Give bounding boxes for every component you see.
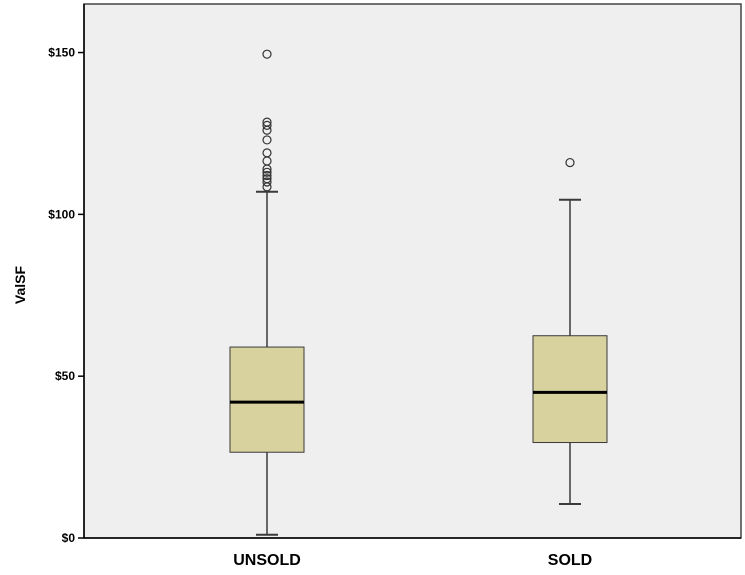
box-group-unsold [229,49,305,536]
x-category-label: SOLD [548,552,592,569]
outlier-point [262,120,272,130]
outlier-point [262,170,272,181]
x-category-label: UNSOLD [233,552,301,569]
y-ticks-layer: $0 $50 $100 $150 [48,46,84,545]
outlier-point [262,117,272,127]
box-group-sold [532,157,608,506]
x-labels-layer: UNSOLD SOLD [233,552,592,569]
boxes-layer [229,49,608,536]
outlier-point [262,174,272,184]
iqr-box [532,335,608,444]
outlier-point [262,177,272,187]
y-tick-label: $50 [55,369,75,383]
outlier-point [262,167,272,177]
y-axis-title: ValSF [12,265,28,304]
iqr-box [229,346,305,453]
outlier-point [565,157,575,168]
y-tick-label: $150 [48,46,75,60]
y-tick-label: $0 [62,531,76,545]
outlier-point [262,148,272,158]
outlier-point [262,135,272,145]
y-tick-label: $100 [48,207,75,221]
plot-area [83,3,742,539]
outlier-point [262,49,272,59]
